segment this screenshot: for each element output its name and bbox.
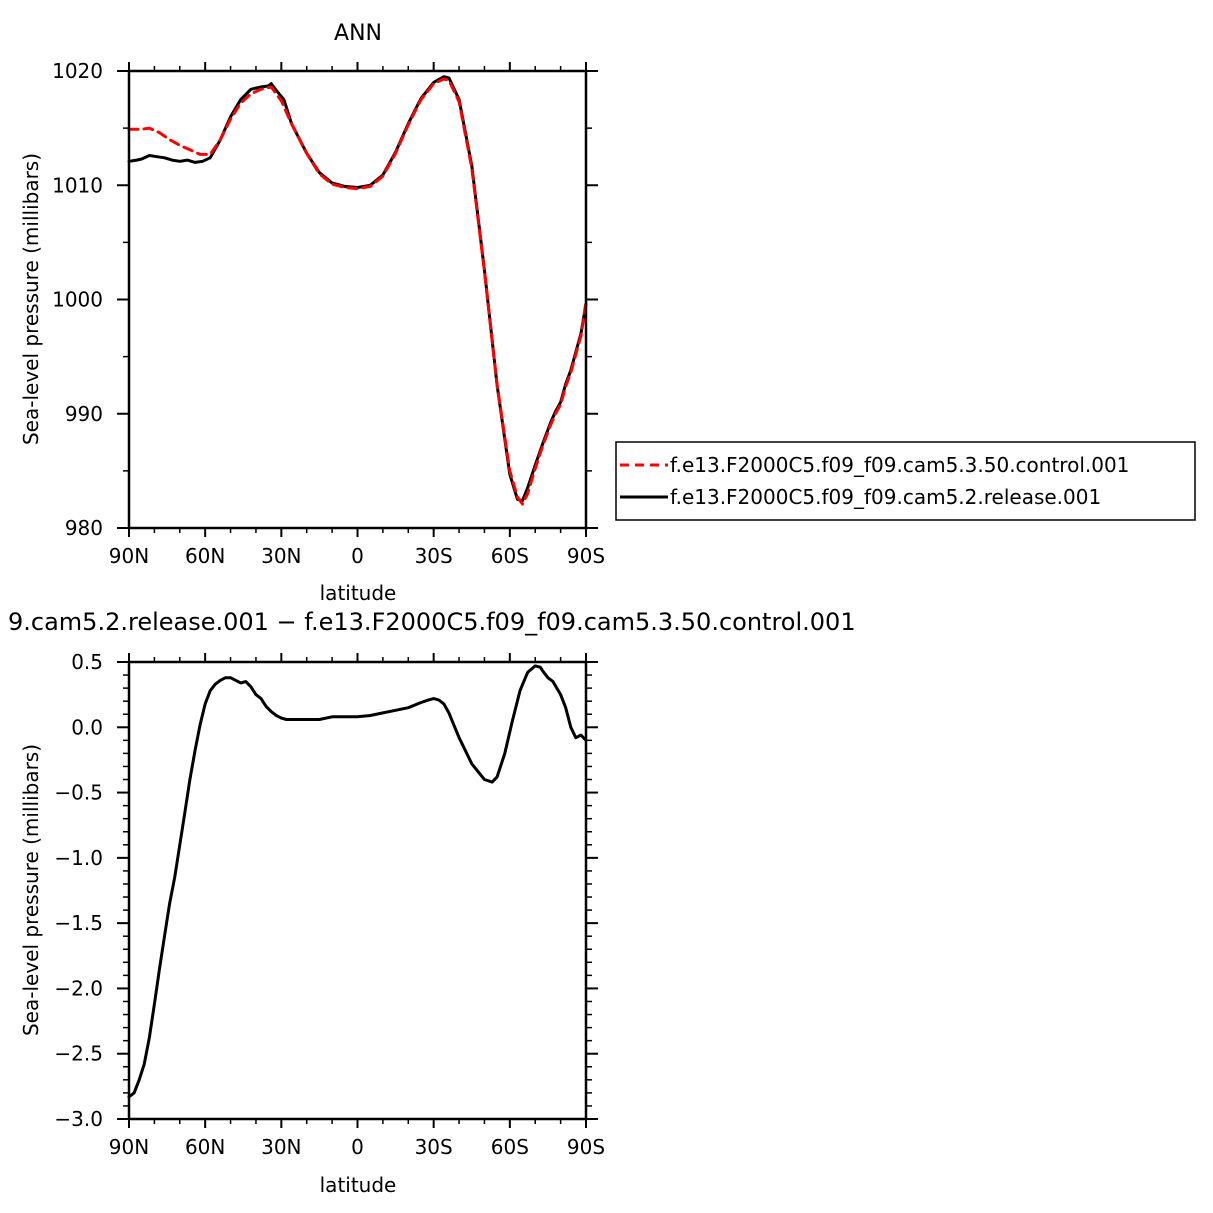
plot-frame: [127, 660, 588, 1121]
x-tick-label: 90S: [567, 1135, 605, 1159]
y-tick-label: 1010: [52, 173, 103, 197]
x-axis-label: latitude: [320, 1173, 397, 1197]
y-tick-label: −1.0: [54, 846, 103, 870]
x-tick-label: 90N: [109, 544, 149, 568]
y-tick-label: 0.5: [71, 650, 103, 674]
x-tick-label: 30N: [261, 544, 301, 568]
y-tick-label: 1000: [52, 288, 103, 312]
x-tick-label: 30S: [415, 1135, 453, 1159]
plot-frame: [127, 69, 588, 530]
x-tick-label: 60N: [185, 544, 225, 568]
sea-level-pressure-panel: ANN 90N 60N 30N 0 30S 60S 90S 980 990 1000 1010 102…: [19, 21, 1196, 605]
series-line: [127, 77, 588, 506]
legend-label-control: f.e13.F2000C5.f09_f09.cam5.3.50.control.…: [670, 453, 1129, 477]
series-line: [127, 75, 588, 503]
y-axis-label: Sea-level pressure (millibars): [19, 153, 43, 445]
legend-label-release: f.e13.F2000C5.f09_f09.cam5.2.release.001: [670, 485, 1101, 509]
y-tick-label: 1020: [52, 59, 103, 83]
x-tick-label: 0: [351, 544, 364, 568]
y-tick-label: −1.5: [54, 911, 103, 935]
panel-title: ANN: [334, 21, 382, 46]
y-tick-label: −2.5: [54, 1042, 103, 1066]
y-tick-label: 980: [65, 516, 103, 540]
x-tick-label: 60S: [491, 1135, 529, 1159]
y-axis-label: Sea-level pressure (millibars): [19, 744, 43, 1036]
x-tick-label: 90S: [567, 544, 605, 568]
y-tick-label: 0.0: [71, 715, 103, 739]
x-tick-label: 60S: [491, 544, 529, 568]
x-tick-label: 30S: [415, 544, 453, 568]
legend: f.e13.F2000C5.f09_f09.cam5.3.50.control.…: [615, 441, 1196, 521]
x-axis-label: latitude: [320, 581, 397, 605]
x-tick-label: 0: [351, 1135, 364, 1159]
x-tick-label: 60N: [185, 1135, 225, 1159]
x-tick-label: 30N: [261, 1135, 301, 1159]
y-tick-label: −0.5: [54, 781, 103, 805]
legend-box: [615, 441, 1196, 521]
x-tick-label: 90N: [109, 1135, 149, 1159]
y-tick-label: 990: [65, 402, 103, 426]
y-tick-label: −2.0: [54, 976, 103, 1000]
y-tick-label: −3.0: [54, 1107, 103, 1131]
difference-panel: 9.cam5.2.release.001 − f.e13.F2000C5.f09…: [8, 608, 856, 1197]
panel-title: 9.cam5.2.release.001 − f.e13.F2000C5.f09…: [8, 608, 856, 636]
series-line: [127, 664, 588, 1099]
